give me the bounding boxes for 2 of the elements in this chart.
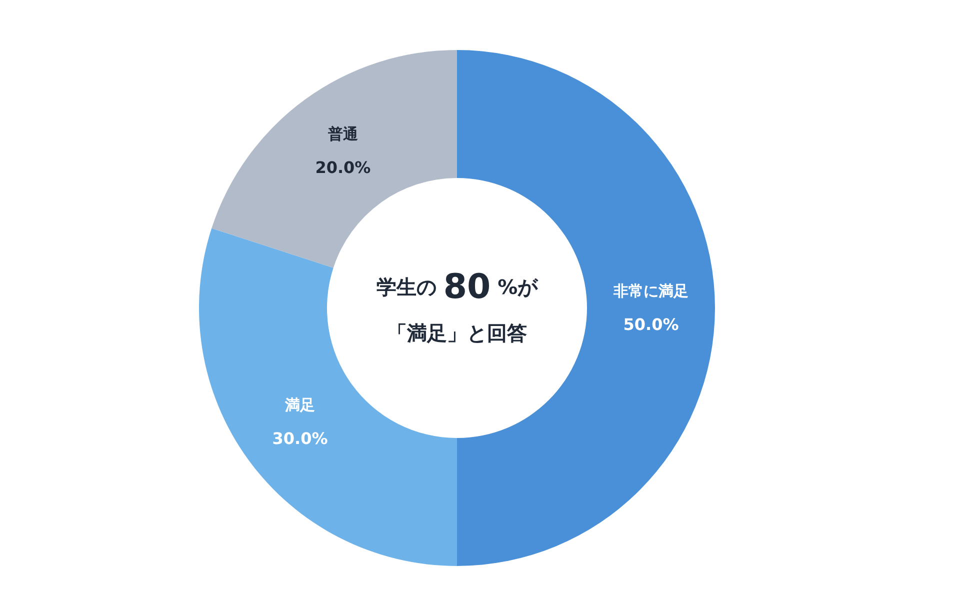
text: 学生の 80 %が xyxy=(376,267,539,308)
text: 「満足」と回答 xyxy=(387,321,527,346)
